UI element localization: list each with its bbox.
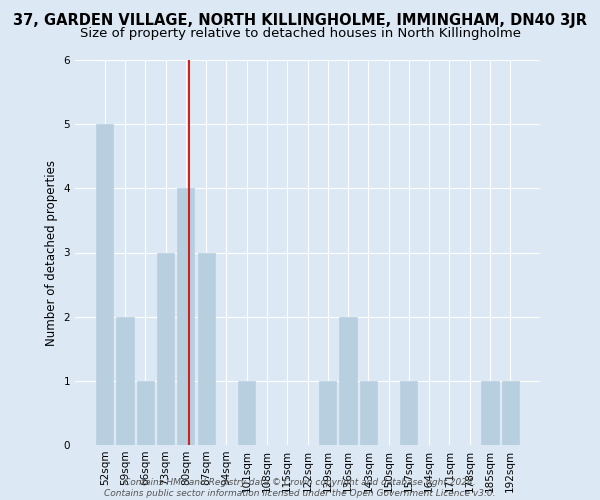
Bar [96, 124, 113, 445]
Text: Size of property relative to detached houses in North Killingholme: Size of property relative to detached ho… [79, 28, 521, 40]
Bar [502, 381, 519, 445]
Bar [319, 381, 337, 445]
Bar [238, 381, 255, 445]
Bar [197, 252, 215, 445]
Bar [116, 316, 134, 445]
Bar [157, 252, 174, 445]
Y-axis label: Number of detached properties: Number of detached properties [45, 160, 58, 346]
Bar [177, 188, 194, 445]
Bar [400, 381, 418, 445]
Bar [340, 316, 356, 445]
Bar [481, 381, 499, 445]
Bar [137, 381, 154, 445]
Text: Contains HM Land Registry data © Crown copyright and database right 2024.
Contai: Contains HM Land Registry data © Crown c… [104, 478, 496, 498]
Text: 37, GARDEN VILLAGE, NORTH KILLINGHOLME, IMMINGHAM, DN40 3JR: 37, GARDEN VILLAGE, NORTH KILLINGHOLME, … [13, 12, 587, 28]
Bar [360, 381, 377, 445]
